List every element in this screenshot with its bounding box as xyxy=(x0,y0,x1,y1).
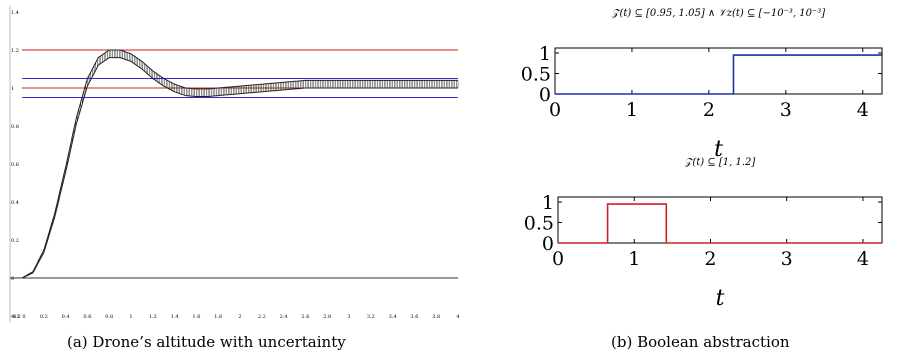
chart-b2-frame xyxy=(557,196,883,244)
chart-a-x-tick-label: 0.6 xyxy=(83,314,91,320)
chart-a-x-tick-label: 0.4 xyxy=(62,314,70,320)
chart-a-series-upper xyxy=(21,49,458,279)
chart-b2-x-label: t xyxy=(716,286,725,311)
chart-a-series-lower xyxy=(21,57,458,279)
chart-a-x-tick-label: 2.4 xyxy=(280,314,288,320)
chart-a-x-tick-label: 3.6 xyxy=(410,314,418,320)
caption-b: (b) Boolean abstraction xyxy=(611,333,790,351)
chart-b1-title: 𝒵(t) ⊆ [0.95, 1.05] ∧ 𝒱z(t) ⊆ [−10⁻³, 10… xyxy=(611,8,825,19)
chart-b2-y-tick-label: 1 xyxy=(542,192,554,214)
chart-b1-y-tick-label: 1 xyxy=(539,43,551,65)
chart-b2-title: 𝒵(t) ⊆ [1, 1.2] xyxy=(684,157,756,168)
chart-b1-x-tick-label: 0 xyxy=(549,99,561,121)
chart-a-y-tick-label: 0.2 xyxy=(11,238,19,244)
chart-b1-x-tick-label: 1 xyxy=(626,99,638,121)
chart-a-x-tick-label: 3.4 xyxy=(389,314,397,320)
chart-a-x-tick-label: 3.8 xyxy=(432,314,440,320)
chart-b1-series-line xyxy=(555,54,882,95)
chart-a-x-tick-label: 1.4 xyxy=(171,314,179,320)
chart-a-x-tick-label: 1 xyxy=(129,314,132,320)
chart-b2-series-line xyxy=(558,203,882,244)
chart-a-y-tick-label: 1 xyxy=(11,86,14,92)
chart-b1-x-label: t xyxy=(714,137,723,162)
chart-b2-x-tick-label: 0 xyxy=(552,248,564,270)
chart-b2-x-tick-label: 2 xyxy=(704,248,716,270)
chart-a-x-origin-label: -0.1 xyxy=(10,314,20,320)
chart-a-y-tick-label: 0.4 xyxy=(11,200,19,206)
chart-a-x-tick-label: 0 xyxy=(22,314,25,320)
caption-a: (a) Drone’s altitude with uncertainty xyxy=(67,333,346,351)
chart-a-x-tick-label: 4 xyxy=(456,314,459,320)
chart-a-y-tick-label: 0.6 xyxy=(11,162,19,168)
chart-b1-y-tick-label: 0 xyxy=(539,84,551,106)
chart-a-y-tick-label: 0.8 xyxy=(11,124,19,130)
chart-a-x-tick-label: 2.6 xyxy=(301,314,309,320)
chart-a-x-tick-label: 1.8 xyxy=(214,314,222,320)
chart-b1-x-tick-label: 4 xyxy=(857,99,869,121)
chart-b1-x-tick-label: 3 xyxy=(780,99,792,121)
chart-a-x-tick-label: 2.8 xyxy=(323,314,331,320)
chart-a-x-tick-label: 1.6 xyxy=(192,314,200,320)
chart-b2-y-tick-label: 0.5 xyxy=(524,213,554,235)
chart-a-x-tick-label: 0.8 xyxy=(105,314,113,320)
chart-a-y-tick-label: 1.4 xyxy=(11,10,19,16)
chart-b2-x-tick-label: 4 xyxy=(857,248,869,270)
chart-a-x-tick-label: 3 xyxy=(347,314,350,320)
chart-a-uncertainty-band xyxy=(23,50,459,278)
chart-b2-y-tick-label: 0 xyxy=(542,233,554,255)
chart-b2-x-tick-label: 1 xyxy=(628,248,640,270)
chart-b1-x-tick-label: 2 xyxy=(703,99,715,121)
chart-a-x-tick-label: 2 xyxy=(238,314,241,320)
chart-a-x-tick-label: 3.2 xyxy=(367,314,375,320)
chart-b1-y-tick-label: 0.5 xyxy=(521,64,551,86)
chart-a-y-tick-label: -0.2 xyxy=(11,314,21,320)
chart-a-x-tick-label: 0.2 xyxy=(40,314,48,320)
chart-a-x-tick-label: 1.2 xyxy=(149,314,157,320)
chart-b2-x-tick-label: 3 xyxy=(781,248,793,270)
chart-a-x-tick-label: 2.2 xyxy=(258,314,266,320)
chart-a-y-tick-label: 0 xyxy=(11,276,14,282)
chart-a-y-tick-label: 1.2 xyxy=(11,48,19,54)
